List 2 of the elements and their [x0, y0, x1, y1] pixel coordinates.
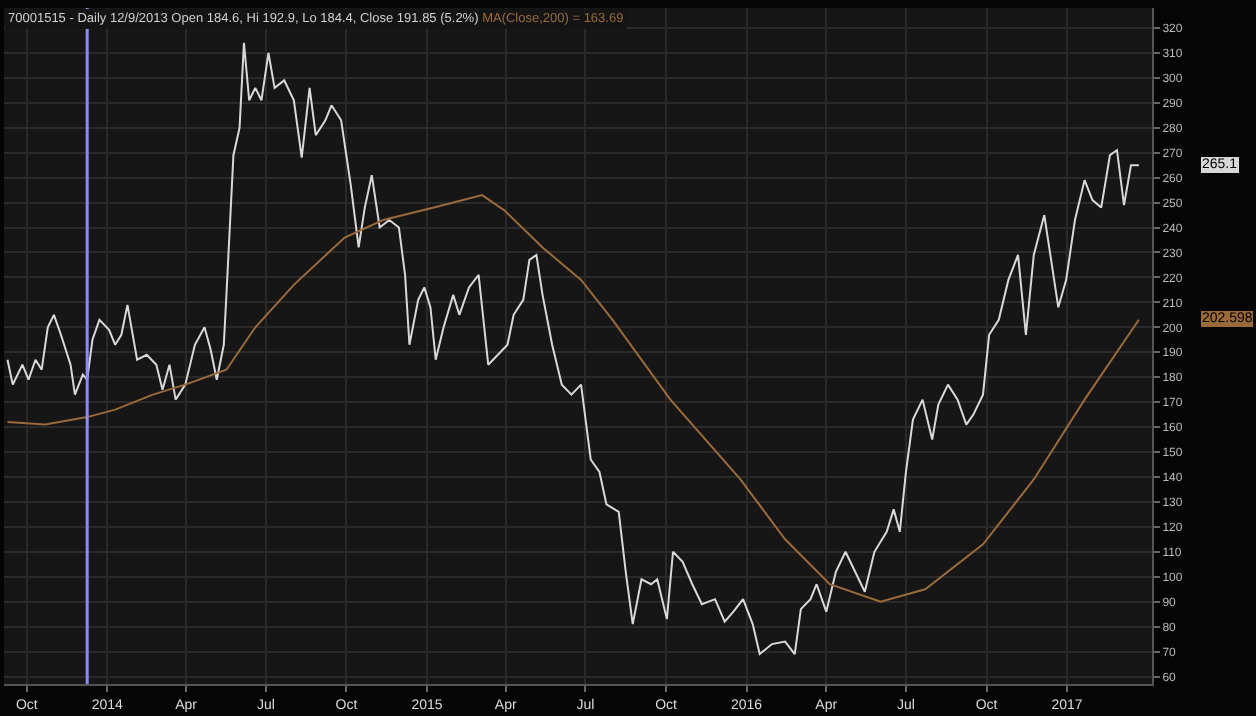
line-series: [6, 194, 1140, 603]
line-series: [6, 41, 1140, 656]
